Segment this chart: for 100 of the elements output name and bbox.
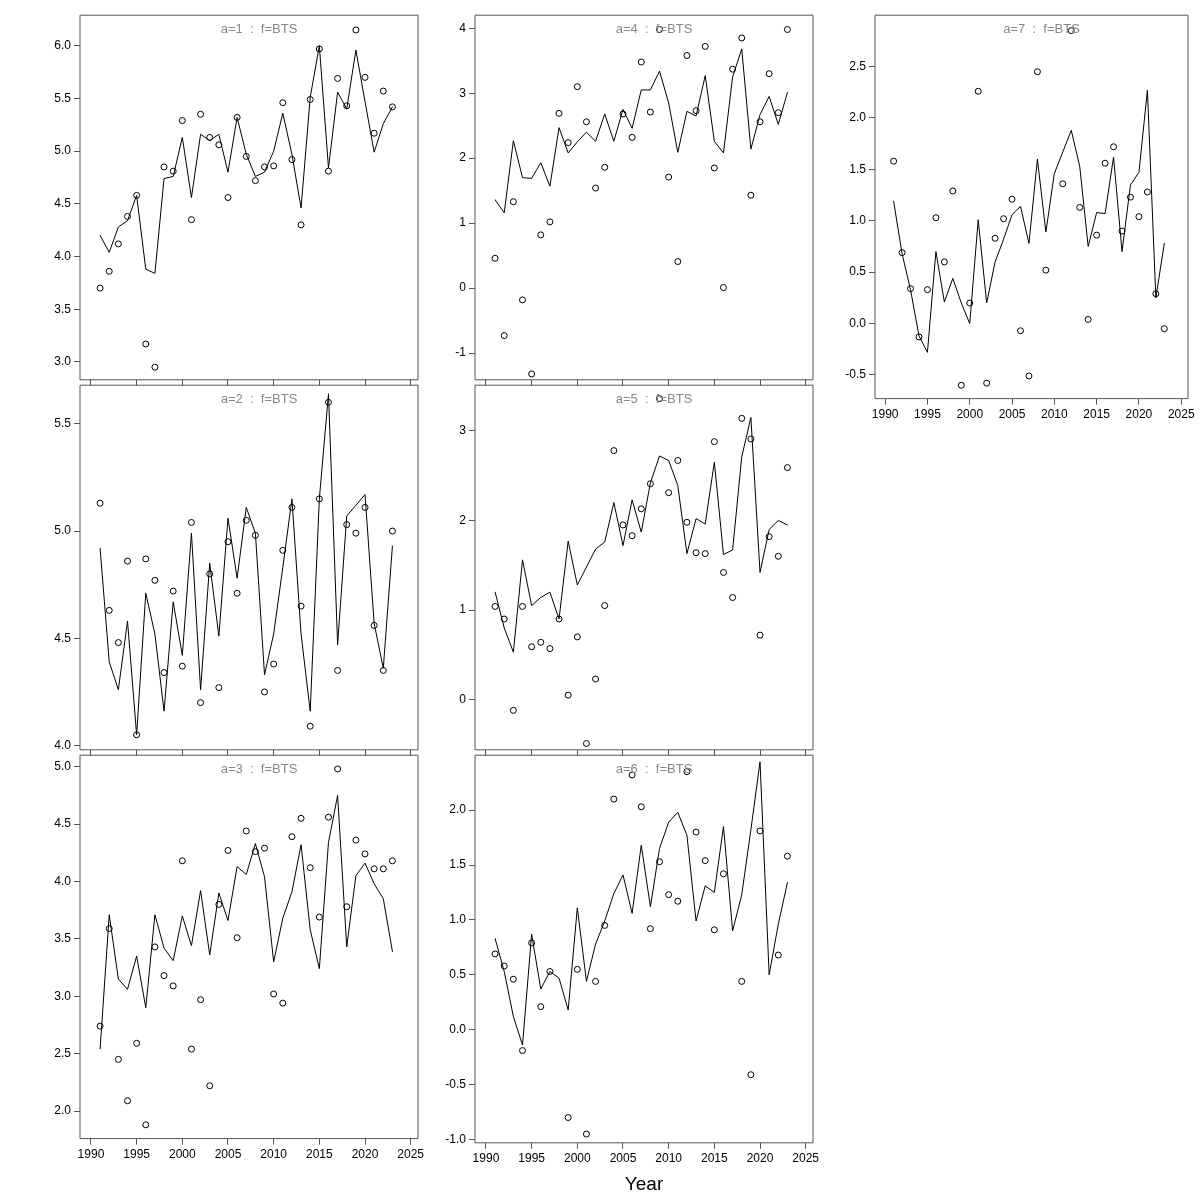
point — [628, 133, 636, 141]
point — [315, 495, 323, 503]
point — [133, 731, 141, 739]
point — [370, 129, 378, 137]
point — [509, 975, 517, 983]
point — [519, 296, 526, 304]
point — [178, 662, 186, 670]
point — [142, 555, 150, 563]
y-tick-label: 1.5 — [849, 161, 867, 176]
point — [957, 381, 965, 389]
point — [564, 139, 572, 147]
point — [907, 285, 915, 293]
point — [270, 990, 278, 998]
y-tick-label: 4.5 — [54, 630, 72, 645]
y-tick-label: 5.5 — [54, 90, 72, 105]
point — [674, 456, 682, 464]
y-tick-label: 2.0 — [54, 1103, 72, 1118]
x-tick-label: 1990 — [871, 407, 899, 422]
point — [178, 117, 186, 125]
point — [1042, 266, 1050, 274]
point — [619, 110, 627, 118]
point — [528, 370, 536, 378]
point — [537, 1003, 545, 1011]
point — [546, 645, 554, 653]
point — [890, 157, 898, 165]
point — [1110, 143, 1118, 151]
point — [133, 191, 141, 199]
point — [169, 167, 177, 175]
y-tick-label: 0.5 — [449, 967, 467, 982]
point — [783, 852, 791, 860]
point — [683, 51, 691, 59]
point — [306, 722, 314, 730]
point — [270, 660, 278, 668]
point — [334, 74, 342, 82]
point — [738, 977, 746, 985]
point — [710, 438, 718, 446]
point — [279, 999, 287, 1007]
point — [582, 1130, 590, 1138]
x-tick-label: 2010 — [1040, 407, 1069, 422]
point — [915, 333, 923, 341]
y-tick-label: 4.0 — [54, 248, 72, 263]
point — [555, 615, 563, 623]
point — [233, 589, 241, 597]
y-tick-label: 1 — [459, 215, 467, 230]
point — [197, 110, 205, 118]
point — [315, 45, 323, 53]
point — [966, 299, 974, 307]
point — [1059, 180, 1067, 188]
point — [774, 552, 782, 560]
point — [528, 939, 536, 947]
y-tick-label: 0 — [459, 280, 467, 295]
point — [215, 900, 223, 908]
x-tick-label: 1990 — [77, 1147, 105, 1162]
point — [297, 814, 305, 822]
text: a=5 : f=BTS — [615, 391, 693, 407]
point — [765, 533, 773, 541]
x-tick-label: 2015 — [700, 1151, 729, 1166]
point — [297, 221, 305, 229]
point — [233, 934, 241, 942]
point — [251, 848, 259, 856]
y-tick-label: -0.5 — [445, 1076, 467, 1091]
x-tick-label: 1995 — [914, 407, 942, 422]
point — [692, 107, 700, 115]
point — [491, 602, 499, 610]
point — [1084, 315, 1092, 323]
point — [306, 864, 314, 872]
y-tick-label: 3 — [459, 423, 467, 438]
y-tick-label: 3.5 — [54, 301, 72, 316]
y-tick-label: 3.5 — [54, 931, 72, 946]
point — [509, 198, 517, 206]
y-tick-label: 5.0 — [54, 143, 72, 158]
y-tick-label: 1.5 — [449, 857, 467, 872]
point — [898, 249, 906, 257]
point — [361, 850, 369, 858]
point — [142, 1121, 150, 1129]
point — [370, 621, 378, 629]
point — [491, 950, 499, 958]
point — [306, 96, 314, 103]
point — [224, 538, 232, 546]
point — [940, 258, 948, 266]
point — [1135, 213, 1143, 221]
point — [352, 26, 360, 34]
point — [747, 191, 755, 199]
x-tick-label: 2025 — [1167, 407, 1195, 422]
point — [251, 177, 259, 185]
y-tick-label: -0.5 — [845, 367, 867, 382]
point — [242, 827, 250, 835]
point — [974, 87, 982, 95]
point — [783, 26, 791, 33]
point — [665, 173, 673, 181]
point — [388, 527, 396, 535]
point — [151, 363, 159, 371]
point — [197, 996, 205, 1004]
point — [334, 765, 342, 773]
point — [573, 633, 581, 641]
point — [334, 666, 342, 674]
point — [601, 602, 609, 610]
point — [610, 795, 618, 803]
point — [215, 141, 223, 149]
point — [197, 699, 205, 707]
